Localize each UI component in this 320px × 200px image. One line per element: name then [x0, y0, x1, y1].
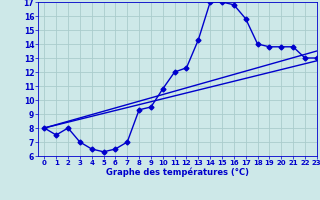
- X-axis label: Graphe des températures (°C): Graphe des températures (°C): [106, 168, 249, 177]
